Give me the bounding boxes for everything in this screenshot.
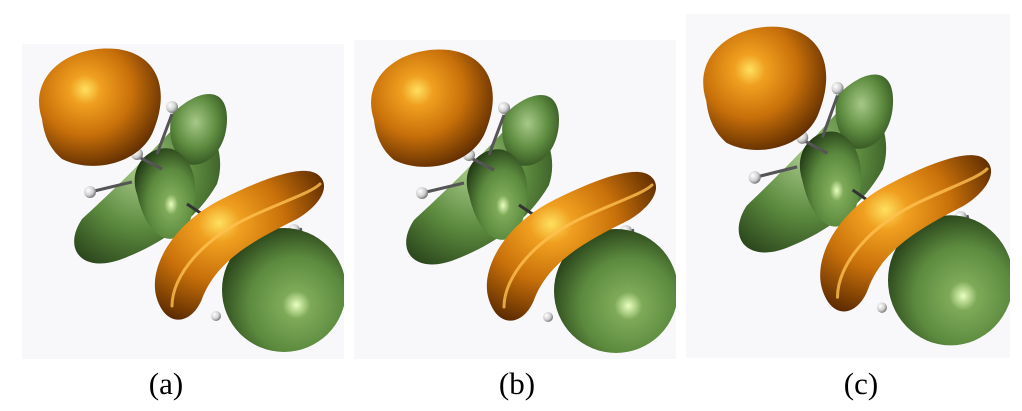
panel-caption-c: (c) bbox=[843, 366, 879, 401]
panel-caption-b: (b) bbox=[498, 366, 536, 401]
orbital-render-c bbox=[701, 25, 1010, 347]
orbital-render-a bbox=[37, 46, 344, 354]
orbital-render-b bbox=[369, 47, 676, 355]
orbital-panel-b bbox=[354, 40, 676, 359]
orbital-panel-a bbox=[22, 44, 344, 359]
orbital-panel-c bbox=[686, 14, 1010, 358]
panel-caption-a: (a) bbox=[148, 366, 184, 401]
